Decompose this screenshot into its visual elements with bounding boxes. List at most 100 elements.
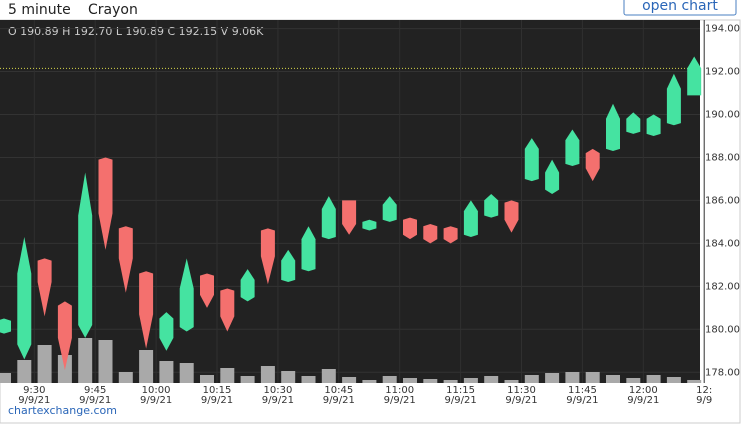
candle xyxy=(545,159,560,194)
candle xyxy=(17,236,32,360)
x-tick-label: 9:45 xyxy=(84,385,106,396)
volume-bar xyxy=(646,375,661,383)
candle xyxy=(321,196,336,240)
candle xyxy=(37,258,52,317)
candle xyxy=(301,226,316,272)
candle xyxy=(606,103,620,152)
volume-bar xyxy=(240,376,255,383)
candle xyxy=(0,318,11,334)
volume-bar xyxy=(585,372,600,383)
volume-bar xyxy=(301,376,316,383)
y-tick-label: 180.00 xyxy=(705,324,740,335)
ohlc-text: O 190.89 H 192.70 L 190.89 C 192.15 V 9.… xyxy=(8,25,264,38)
volume-bar xyxy=(382,376,397,383)
volume-bar xyxy=(687,379,702,383)
open-chart-button[interactable] xyxy=(623,0,737,16)
candle xyxy=(687,56,702,96)
x-tick-label: 10:30 xyxy=(263,385,292,396)
candle xyxy=(200,273,214,308)
volume-bar xyxy=(362,380,377,383)
volume-bar xyxy=(98,340,113,383)
y-tick-label: 178.00 xyxy=(705,367,740,378)
volume-bar xyxy=(179,363,194,383)
x-date-label: 9/9/21 xyxy=(384,395,416,406)
volume-bar xyxy=(545,373,560,383)
candle xyxy=(118,226,133,293)
interval: 5 minute xyxy=(8,2,71,18)
volume-bar xyxy=(423,379,438,383)
candle xyxy=(78,172,93,338)
candle xyxy=(220,288,235,332)
candle xyxy=(484,193,499,218)
style: Crayon xyxy=(88,2,138,18)
candle xyxy=(463,200,478,237)
candle xyxy=(585,148,600,182)
volume-bar xyxy=(0,373,11,383)
volume-bar xyxy=(321,369,336,383)
y-tick-label: 182.00 xyxy=(705,281,740,292)
volume-bar xyxy=(139,350,154,383)
candle xyxy=(240,269,255,302)
volume-bar xyxy=(463,378,478,383)
candle xyxy=(57,301,72,371)
x-tick-label: 11:15 xyxy=(446,385,475,396)
x-date-label: 9/9/21 xyxy=(323,395,355,406)
x-tick-label: 9:30 xyxy=(23,385,45,396)
x-tick-label: 10:15 xyxy=(203,385,232,396)
volume-bar xyxy=(626,378,641,383)
x-date-label: 9/9/21 xyxy=(505,395,537,406)
candle xyxy=(626,112,641,134)
candle xyxy=(443,226,458,244)
candle xyxy=(504,200,519,233)
y-tick-label: 186.00 xyxy=(705,195,740,206)
x-tick-label: 10:45 xyxy=(324,385,353,396)
volume-bar xyxy=(484,376,499,383)
volume-bar xyxy=(220,368,235,383)
volume-bar xyxy=(260,366,275,383)
candle xyxy=(524,138,539,182)
x-tick-label: 11:00 xyxy=(385,385,414,396)
x-tick-label: 11:30 xyxy=(507,385,536,396)
candle xyxy=(139,271,154,349)
candle xyxy=(179,258,194,332)
x-date-label: 9/9/21 xyxy=(140,395,172,406)
volume-bar xyxy=(403,378,417,383)
candle xyxy=(565,129,580,167)
x-tick-label: 12:00 xyxy=(629,385,658,396)
volume-bar xyxy=(443,380,458,383)
volume-bar xyxy=(37,345,52,383)
x-tick-label: 10:00 xyxy=(142,385,171,396)
candle xyxy=(281,249,296,283)
y-tick-label: 184.00 xyxy=(705,238,740,249)
x-date-label: 9/9/21 xyxy=(79,395,111,406)
candle xyxy=(423,224,438,244)
volume-bar xyxy=(159,361,174,383)
volume-bar xyxy=(606,375,620,383)
x-date-label: 9/9/21 xyxy=(566,395,598,406)
open-chart-label[interactable]: open chart xyxy=(642,0,718,14)
watermark: chartexchange.com xyxy=(8,404,117,417)
x-date-label: 9/9 xyxy=(696,395,712,406)
y-tick-label: 192.00 xyxy=(705,67,740,78)
volume-bar xyxy=(118,372,133,383)
volume-bar xyxy=(281,371,296,383)
x-date-label: 9/9/21 xyxy=(201,395,233,406)
candle xyxy=(666,73,681,126)
y-tick-label: 188.00 xyxy=(705,152,740,163)
candle xyxy=(98,157,113,250)
y-tick-label: 194.00 xyxy=(705,24,740,35)
volume-bar xyxy=(504,380,519,383)
candle xyxy=(342,200,357,235)
x-tick-label: 11:45 xyxy=(568,385,597,396)
candle xyxy=(362,219,377,231)
volume-bar xyxy=(78,338,93,383)
x-date-label: 9/9/21 xyxy=(627,395,659,406)
volume-bar xyxy=(17,360,32,383)
volume-bar xyxy=(666,377,681,383)
candle xyxy=(260,228,275,285)
x-tick-label: 12: xyxy=(696,385,712,396)
volume-bar xyxy=(524,375,539,383)
volume-bar xyxy=(565,372,580,383)
